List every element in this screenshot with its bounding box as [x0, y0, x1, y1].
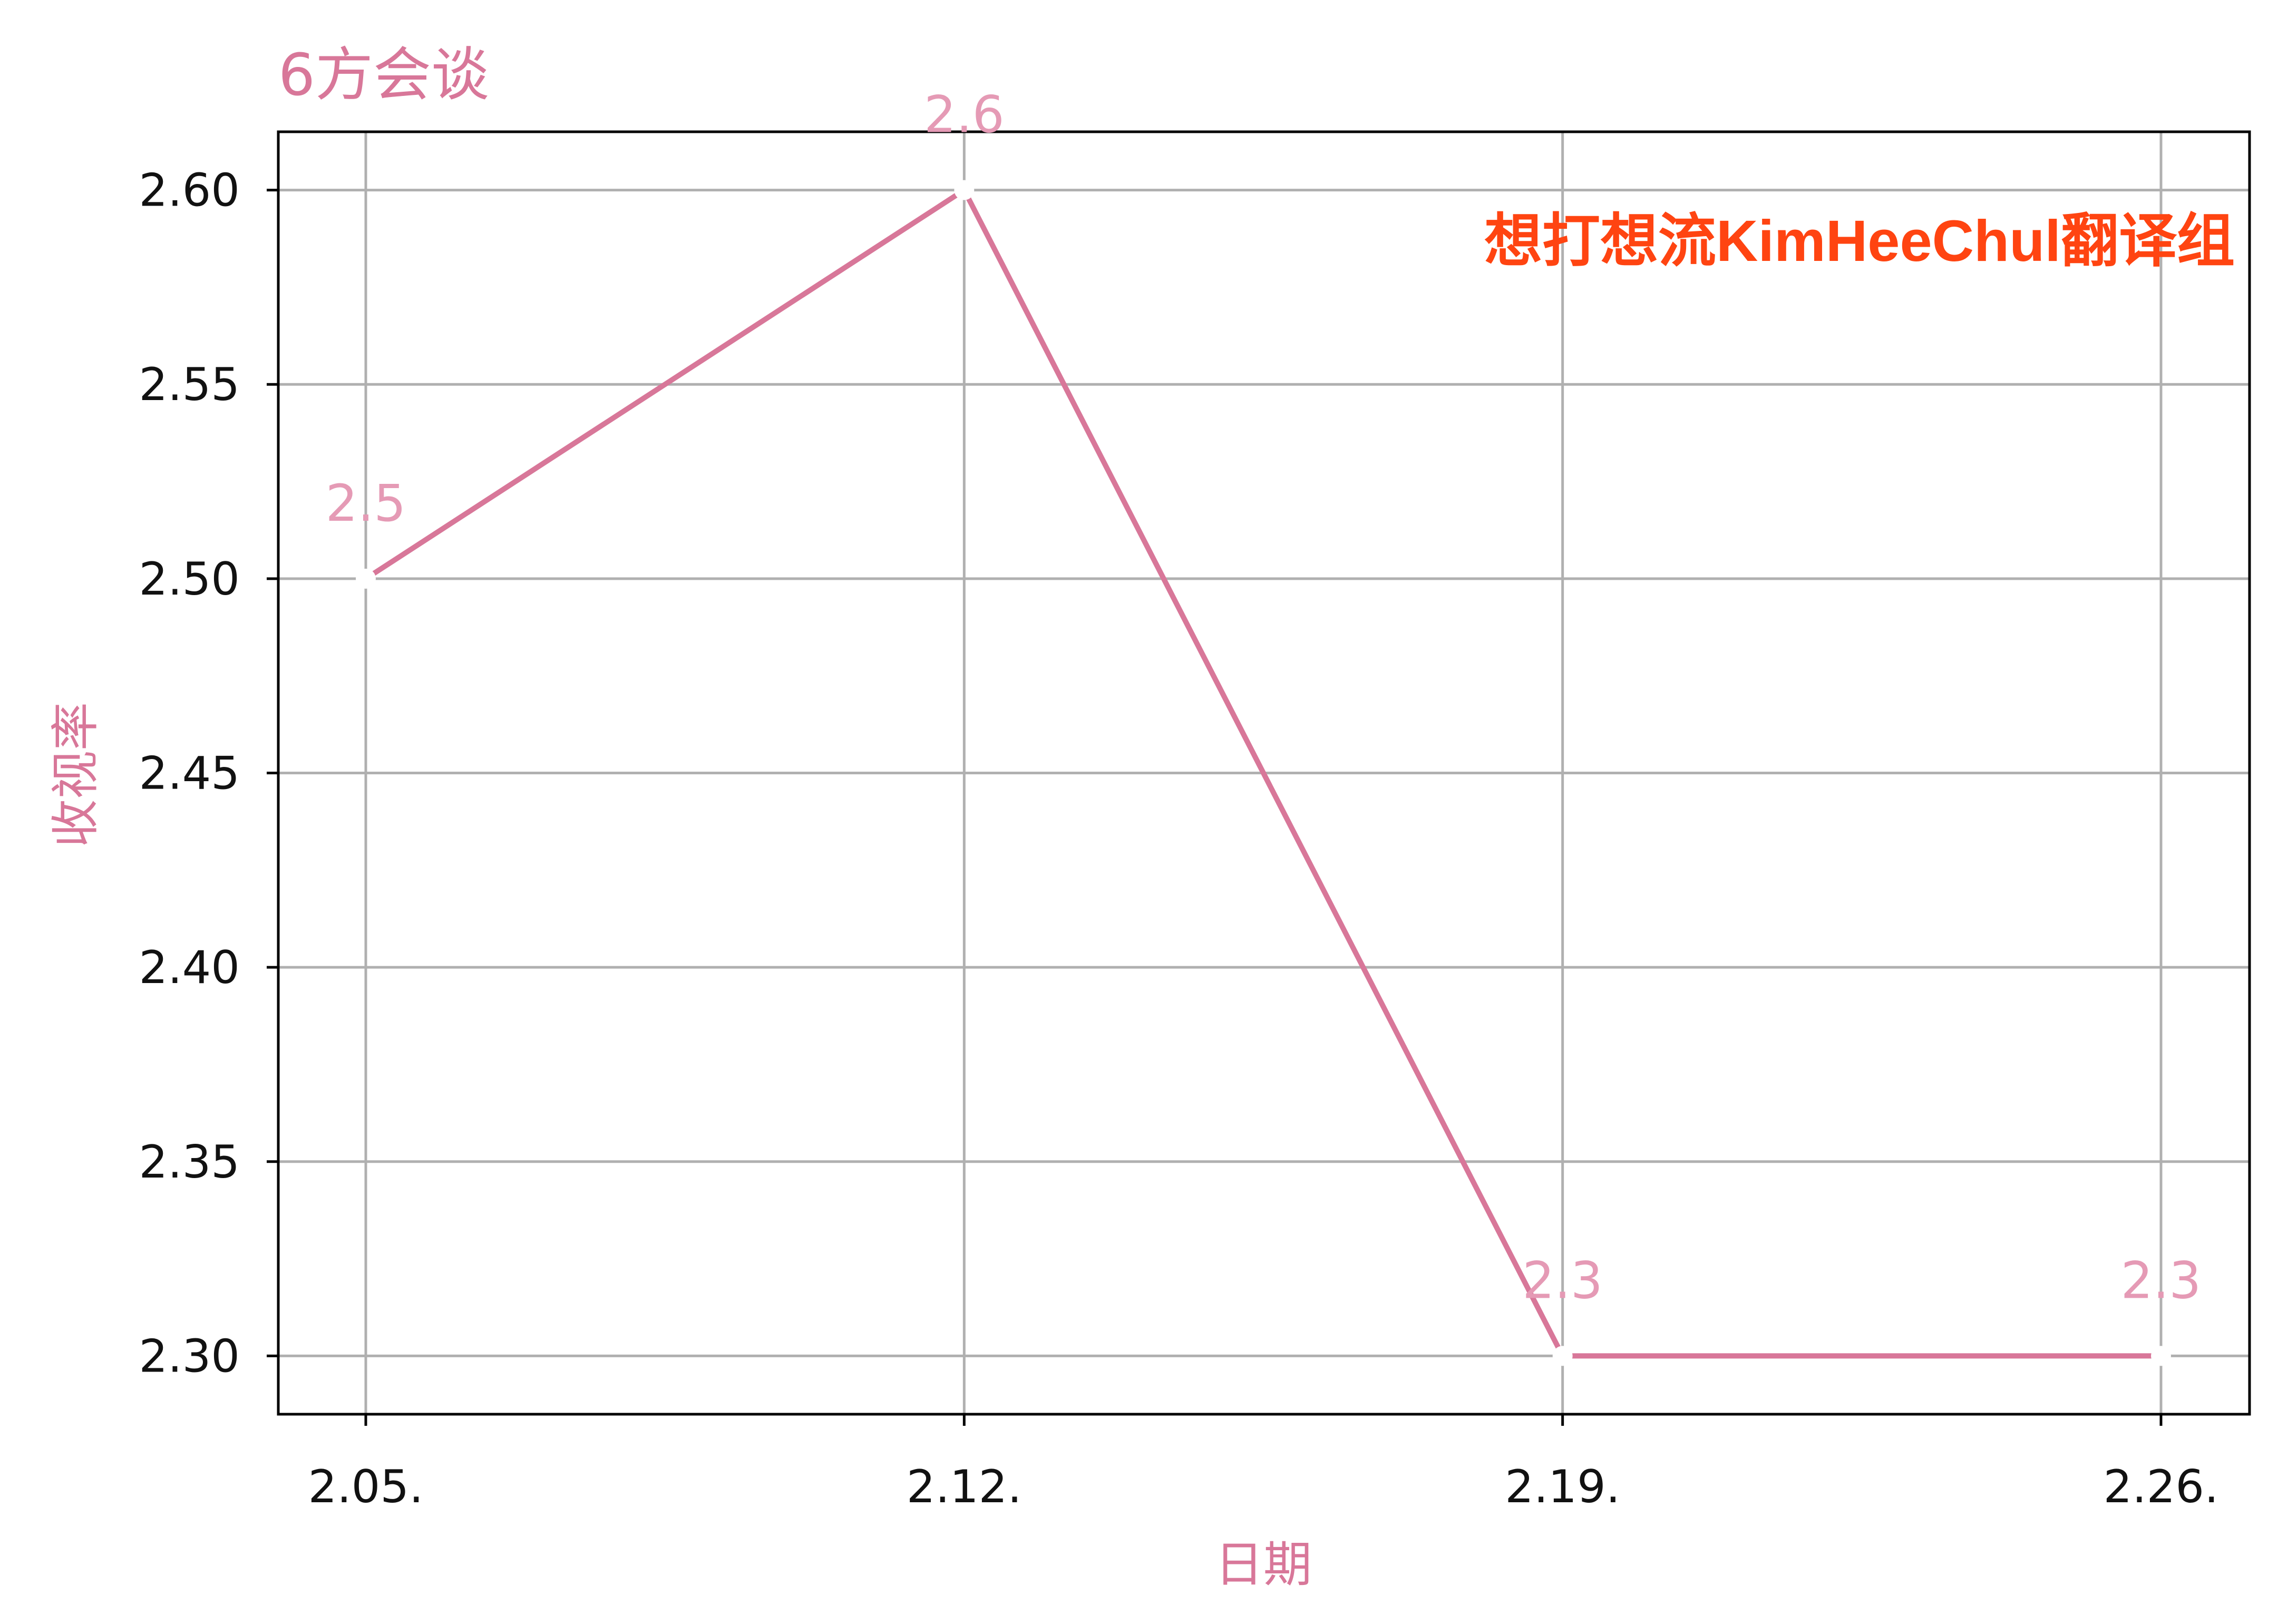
chart-title: 6方会谈 — [278, 41, 489, 109]
y-tick-label: 2.35 — [139, 1136, 240, 1189]
y-tick-label: 2.60 — [139, 164, 240, 217]
x-tick-label: 2.05. — [308, 1461, 424, 1513]
y-axis-label: 收视率 — [47, 702, 104, 848]
x-axis-label: 日期 — [1215, 1537, 1312, 1593]
data-label: 2.6 — [924, 85, 1005, 144]
data-point — [356, 569, 376, 589]
data-point — [1553, 1346, 1573, 1366]
x-tick-label: 2.12. — [907, 1461, 1022, 1513]
y-tick-label: 2.55 — [139, 358, 240, 411]
y-tick-label: 2.45 — [139, 747, 240, 800]
y-tick-label: 2.30 — [139, 1330, 240, 1383]
data-point — [954, 180, 974, 200]
watermark-text: 想打想流KimHeeChul翻译组 — [1484, 209, 2235, 274]
data-point — [2151, 1346, 2171, 1366]
x-tick-label: 2.26. — [2104, 1461, 2219, 1513]
y-tick-label: 2.50 — [139, 553, 240, 606]
data-label: 2.3 — [1522, 1251, 1603, 1310]
y-tick-label: 2.40 — [139, 941, 240, 994]
x-tick-label: 2.19. — [1505, 1461, 1620, 1513]
data-label: 2.3 — [2121, 1251, 2202, 1310]
data-label: 2.5 — [326, 474, 406, 533]
